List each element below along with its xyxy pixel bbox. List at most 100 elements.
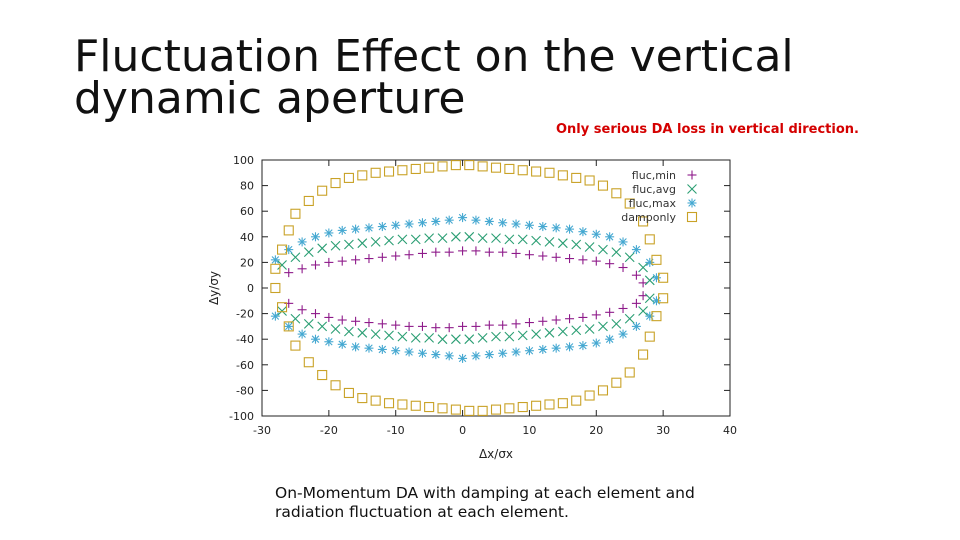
data-point (290, 252, 301, 263)
data-point (591, 338, 601, 348)
legend-label: fluc,avg (632, 183, 676, 196)
data-point (551, 315, 561, 325)
data-point (638, 306, 648, 316)
data-point (517, 234, 528, 245)
data-point (611, 377, 622, 388)
data-point (624, 252, 635, 263)
slide-note: Only serious DA loss in vertical directi… (556, 122, 859, 137)
data-point (324, 312, 334, 322)
data-point (458, 213, 468, 223)
data-point (330, 177, 341, 189)
data-point (377, 252, 387, 262)
data-point (471, 321, 481, 331)
data-point (370, 395, 381, 406)
data-point (551, 223, 561, 233)
data-point (351, 316, 361, 326)
y-tick-label: -100 (229, 410, 254, 423)
data-point (284, 298, 294, 308)
data-point (317, 243, 328, 254)
data-point (477, 405, 488, 416)
data-point (364, 254, 374, 264)
data-point (578, 341, 588, 351)
data-point (511, 248, 521, 258)
data-point (544, 327, 555, 338)
data-point (277, 244, 288, 255)
data-point (597, 385, 609, 396)
data-point (344, 326, 354, 337)
data-point (357, 393, 368, 404)
data-point (303, 247, 314, 258)
x-tick-label: 20 (589, 424, 603, 437)
data-point (591, 310, 601, 320)
data-point (531, 400, 542, 411)
data-point (458, 321, 468, 331)
data-point (297, 329, 307, 339)
data-point (651, 311, 662, 322)
data-point (464, 405, 475, 416)
data-point (571, 239, 582, 250)
data-point (471, 351, 481, 361)
series-fluc-min (284, 246, 648, 333)
data-point (450, 334, 461, 345)
data-point (624, 198, 635, 209)
data-point (618, 303, 628, 313)
data-point (631, 270, 641, 280)
data-point (611, 188, 622, 199)
data-point (450, 160, 461, 171)
data-point (524, 346, 534, 356)
data-point (357, 238, 368, 249)
data-point (410, 163, 421, 175)
x-tick-label: 30 (656, 424, 670, 437)
data-point (397, 234, 408, 245)
data-point (611, 318, 622, 329)
data-point (557, 238, 568, 249)
data-point (605, 334, 615, 344)
data-point (644, 331, 655, 342)
data-point (504, 234, 515, 245)
data-point (638, 349, 649, 360)
data-point (431, 323, 441, 333)
data-point (270, 282, 281, 294)
data-point (351, 342, 361, 352)
series-fluc-avg (277, 231, 655, 345)
data-point (584, 175, 595, 186)
data-point (317, 369, 328, 381)
data-point (397, 331, 408, 342)
data-point (591, 256, 601, 266)
data-point (290, 208, 301, 219)
data-point (571, 172, 582, 183)
data-point (364, 223, 374, 233)
data-point (303, 357, 314, 368)
data-point (584, 324, 595, 334)
data-point (471, 215, 481, 225)
data-point (343, 387, 354, 399)
data-point (357, 327, 368, 338)
x-tick-label: 10 (522, 424, 536, 437)
data-point (410, 234, 421, 245)
data-point (557, 326, 568, 337)
x-tick-label: -20 (320, 424, 338, 437)
data-point (397, 165, 408, 176)
data-point (310, 232, 320, 242)
data-point (491, 233, 501, 243)
data-point (424, 401, 435, 413)
y-tick-label: -80 (236, 384, 254, 397)
y-tick-label: 20 (240, 256, 254, 269)
data-point (370, 237, 381, 247)
data-point (424, 333, 435, 343)
data-point (511, 347, 521, 357)
data-point (464, 334, 475, 345)
data-point (391, 320, 401, 330)
data-point (565, 314, 575, 324)
data-point (337, 315, 347, 325)
data-point (631, 298, 641, 308)
data-point (330, 380, 341, 391)
data-point (631, 245, 641, 255)
data-point (490, 162, 502, 173)
data-point (605, 307, 615, 317)
data-point (404, 347, 414, 357)
y-tick-label: -40 (236, 333, 254, 346)
data-point (638, 262, 648, 273)
data-point (410, 400, 421, 411)
